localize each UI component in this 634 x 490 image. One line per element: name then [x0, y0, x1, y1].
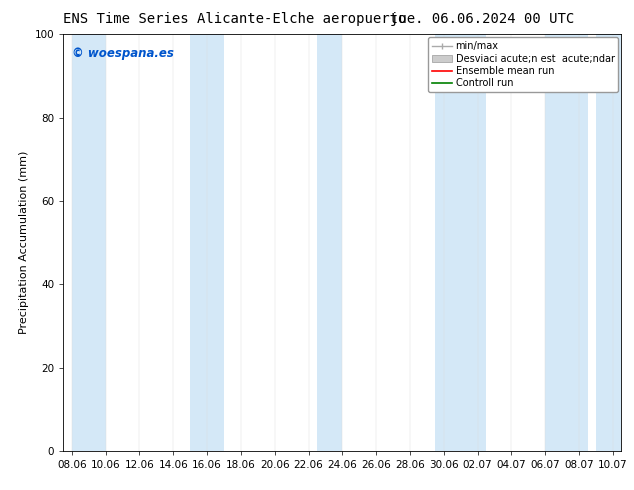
- Bar: [545, 34, 588, 451]
- Bar: [317, 34, 342, 451]
- Text: ENS Time Series Alicante-Elche aeropuerto: ENS Time Series Alicante-Elche aeropuert…: [63, 12, 406, 26]
- Bar: [596, 34, 630, 451]
- Bar: [72, 34, 106, 451]
- Y-axis label: Precipitation Accumulation (mm): Precipitation Accumulation (mm): [19, 151, 29, 334]
- Text: © woespana.es: © woespana.es: [72, 47, 174, 60]
- Bar: [190, 34, 224, 451]
- Text: jue. 06.06.2024 00 UTC: jue. 06.06.2024 00 UTC: [390, 12, 574, 26]
- Bar: [436, 34, 486, 451]
- Legend: min/max, Desviaci acute;n est  acute;ndar, Ensemble mean run, Controll run: min/max, Desviaci acute;n est acute;ndar…: [429, 37, 618, 92]
